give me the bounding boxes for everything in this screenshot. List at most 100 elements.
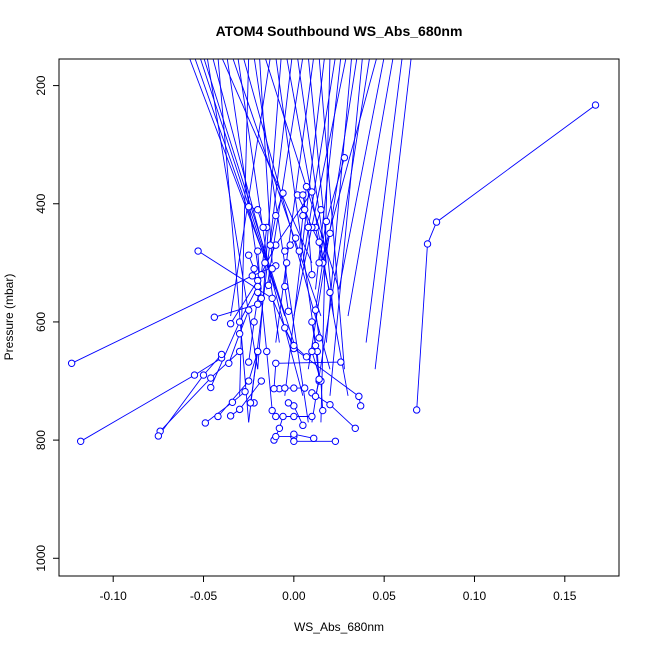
data-point [228, 398, 237, 406]
data-point [284, 307, 293, 315]
data-point [290, 341, 298, 350]
data-point [315, 375, 323, 383]
data-point [263, 347, 271, 356]
data-point [304, 223, 312, 232]
data-point [259, 223, 267, 232]
data-point [264, 281, 273, 289]
data-point [290, 412, 298, 421]
x-tick-label: 0.10 [463, 589, 487, 603]
profile-line-30 [315, 233, 331, 338]
data-point [210, 313, 219, 321]
data-point [290, 430, 298, 438]
data-point [270, 384, 278, 393]
profile-line-15 [249, 351, 259, 404]
data-point [244, 358, 253, 366]
data-point [326, 229, 334, 238]
data-point [423, 240, 432, 248]
data-point [217, 350, 226, 359]
data-point [308, 412, 316, 421]
profile-line-partial [338, 59, 385, 290]
profile-line-partial [221, 59, 313, 264]
profile-line-5 [158, 354, 222, 437]
profile-line-partial [320, 59, 331, 423]
data-point [311, 341, 320, 350]
data-point [241, 387, 249, 396]
data-point [244, 203, 253, 211]
profile-line-partial [189, 59, 268, 264]
data-point [311, 392, 320, 401]
data-point [331, 437, 340, 445]
data-point [254, 300, 262, 308]
data-point [154, 432, 163, 440]
data-point [299, 211, 307, 220]
data-point [235, 330, 244, 338]
data-point [199, 371, 208, 379]
y-axis-label: Pressure (mbar) [2, 274, 16, 361]
data-point [282, 259, 291, 267]
data-point [326, 400, 334, 409]
data-point [268, 406, 276, 415]
profile-line-partial [308, 59, 335, 317]
profile-line-partial [374, 59, 412, 370]
data-point [281, 247, 289, 255]
profile-line-partial [320, 59, 377, 263]
data-point [315, 238, 323, 246]
y-tick-label: 200 [34, 75, 48, 95]
data-point [272, 211, 280, 220]
data-point [67, 359, 76, 367]
data-point [295, 247, 303, 255]
data-point [190, 371, 199, 379]
data-point [235, 347, 244, 356]
data-point [225, 359, 233, 367]
y-tick-label: 800 [34, 430, 48, 450]
x-tick-label: -0.05 [190, 589, 218, 603]
x-axis-label: WS_Abs_680nm [294, 620, 384, 634]
profile-line-partial [315, 59, 342, 290]
data-point [591, 101, 600, 109]
plot-points [67, 101, 600, 445]
data-point [308, 318, 316, 326]
data-point [290, 437, 298, 445]
data-point [254, 247, 262, 255]
data-point [299, 191, 307, 199]
data-point [281, 324, 289, 332]
data-point [226, 412, 235, 420]
data-point [194, 247, 202, 255]
profile-line-3 [80, 357, 222, 442]
profile-line-29 [284, 327, 307, 358]
data-point [244, 251, 253, 259]
data-point [291, 234, 300, 242]
data-point [266, 241, 275, 249]
profile-line-partial [293, 59, 347, 317]
data-point [284, 399, 293, 407]
profile-line-partial [275, 59, 316, 343]
data-point [315, 259, 323, 267]
profile-line-partial [347, 59, 394, 317]
profile-line-partial [257, 59, 282, 370]
y-tick-label: 600 [34, 312, 48, 332]
profile-line-partial [217, 59, 250, 423]
data-point [326, 288, 334, 297]
data-point [248, 272, 256, 280]
x-tick-label: -0.10 [100, 589, 128, 603]
data-point [272, 359, 280, 367]
x-axis: -0.10 -0.05 0.00 0.05 0.10 0.15 [100, 576, 577, 603]
profile-line-partial [329, 59, 363, 396]
data-point [279, 189, 287, 197]
profile-line-2 [71, 265, 276, 364]
data-point [310, 434, 318, 443]
plot-lines [71, 59, 596, 442]
data-point [235, 318, 244, 326]
data-point [302, 182, 311, 191]
data-point [432, 218, 441, 226]
data-point [308, 188, 316, 196]
plot-frame [58, 58, 620, 577]
data-point [254, 347, 262, 356]
profile-line-partial [230, 59, 271, 317]
data-point [317, 205, 325, 214]
data-point [257, 270, 266, 279]
data-point [302, 353, 311, 361]
data-point [207, 374, 215, 382]
data-point [244, 306, 253, 314]
data-point [268, 294, 276, 302]
